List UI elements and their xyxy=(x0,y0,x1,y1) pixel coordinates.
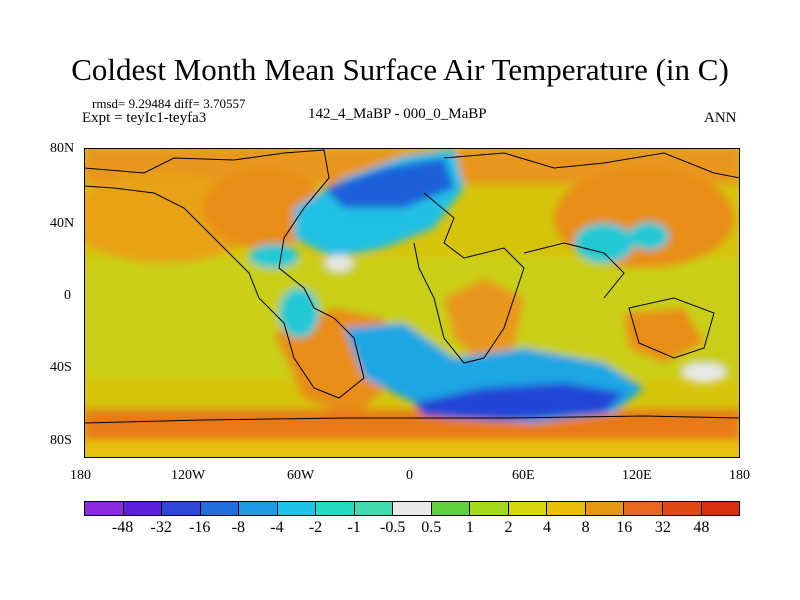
lat-tick-label: 0 xyxy=(64,288,71,303)
colorbar-label: 8 xyxy=(581,519,590,536)
lon-tick-label: 180 xyxy=(729,468,750,483)
colorbar-label: 16 xyxy=(616,519,633,536)
stats-label: rmsd= 9.29484 diff= 3.70557 xyxy=(92,96,246,111)
colorbar-swatch xyxy=(239,502,278,515)
map-title: Coldest Month Mean Surface Air Temperatu… xyxy=(71,52,729,87)
colorbar-label: 0.5 xyxy=(421,519,442,536)
lon-tick-label: 180 xyxy=(70,468,91,483)
colorbar-swatch xyxy=(162,502,201,515)
lon-tick-label: 120W xyxy=(171,468,206,483)
colorbar-label: -0.5 xyxy=(380,519,406,536)
lat-tick-label: 40N xyxy=(50,216,75,231)
colorbar-swatch xyxy=(624,502,663,515)
lon-tick-label: 0 xyxy=(406,468,413,483)
colorbar-swatch xyxy=(85,502,124,515)
colorbar-label: 48 xyxy=(693,519,710,536)
colorbar-label: -1 xyxy=(347,519,361,536)
colorbar-label: -8 xyxy=(231,519,246,536)
season-label: ANN xyxy=(704,110,737,126)
colorbar-swatch xyxy=(701,502,740,515)
lon-tick-label: 120E xyxy=(622,468,652,483)
colorbar-swatch xyxy=(585,502,625,515)
lat-tick-label: 40S xyxy=(50,360,72,375)
colorbar-swatch xyxy=(662,502,702,515)
experiment-label: Expt = teyIc1-teyfa3 xyxy=(82,110,207,126)
lon-tick-label: 60E xyxy=(512,468,535,483)
temperature-map xyxy=(84,148,740,458)
colorbar-label: -48 xyxy=(111,519,134,536)
colorbar xyxy=(84,501,740,516)
colorbar-label: -16 xyxy=(189,519,211,536)
colorbar-label: 2 xyxy=(504,519,513,536)
lat-tick-label: 80S xyxy=(50,433,72,448)
colorbar-swatch xyxy=(508,502,548,515)
colorbar-swatch xyxy=(123,502,163,515)
lat-tick-label: 80N xyxy=(50,141,75,156)
colorbar-label: -2 xyxy=(308,519,323,536)
colorbar-label: 1 xyxy=(465,519,474,536)
period-label: 142_4_MaBP - 000_0_MaBP xyxy=(308,106,487,122)
colorbar-swatch xyxy=(354,502,394,515)
colorbar-swatch xyxy=(470,502,509,515)
colorbar-swatch xyxy=(431,502,471,515)
lon-tick-label: 60W xyxy=(287,468,315,483)
colorbar-swatch xyxy=(200,502,240,515)
colorbar-label: -4 xyxy=(270,519,284,536)
colorbar-swatch xyxy=(393,502,432,515)
colorbar-label: 4 xyxy=(543,519,552,536)
colorbar-label: 32 xyxy=(654,519,671,536)
colorbar-label: -32 xyxy=(150,519,172,536)
colorbar-swatch xyxy=(547,502,586,515)
temperature-field xyxy=(84,148,740,458)
colorbar-swatch xyxy=(277,502,317,515)
colorbar-swatch xyxy=(316,502,355,515)
